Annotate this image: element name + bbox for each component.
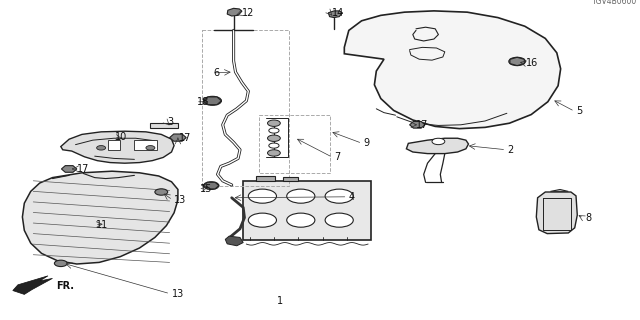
- Circle shape: [155, 189, 168, 195]
- Circle shape: [248, 213, 276, 227]
- Circle shape: [268, 120, 280, 126]
- Circle shape: [269, 128, 279, 133]
- Text: 17: 17: [77, 164, 89, 174]
- Bar: [202, 30, 289, 186]
- Text: 7: 7: [334, 152, 340, 163]
- Text: 18: 18: [197, 97, 209, 107]
- Polygon shape: [328, 11, 342, 18]
- Circle shape: [325, 213, 353, 227]
- Circle shape: [268, 150, 280, 156]
- Text: 17: 17: [179, 133, 191, 143]
- Circle shape: [248, 189, 276, 203]
- Circle shape: [269, 143, 279, 148]
- Polygon shape: [170, 134, 186, 141]
- Polygon shape: [243, 181, 371, 240]
- Text: 17: 17: [416, 120, 428, 130]
- Text: 9: 9: [364, 138, 370, 148]
- Text: 4: 4: [349, 192, 355, 202]
- Text: 12: 12: [242, 8, 254, 19]
- Circle shape: [97, 146, 106, 150]
- Circle shape: [509, 57, 525, 66]
- Text: FR.: FR.: [56, 281, 74, 292]
- Bar: [259, 115, 330, 173]
- Circle shape: [204, 182, 219, 189]
- Polygon shape: [13, 276, 52, 294]
- Text: 15: 15: [200, 184, 212, 195]
- Circle shape: [54, 260, 67, 267]
- Circle shape: [432, 138, 445, 145]
- Circle shape: [287, 189, 315, 203]
- Text: 13: 13: [172, 289, 184, 299]
- Polygon shape: [410, 122, 425, 128]
- Polygon shape: [344, 11, 561, 129]
- Polygon shape: [204, 182, 219, 189]
- Text: 11: 11: [96, 220, 108, 230]
- Polygon shape: [108, 140, 120, 150]
- Polygon shape: [22, 171, 178, 264]
- Circle shape: [325, 189, 353, 203]
- Text: 2: 2: [508, 145, 514, 155]
- Text: 3: 3: [168, 117, 174, 127]
- Polygon shape: [150, 123, 178, 128]
- Polygon shape: [61, 166, 77, 172]
- Polygon shape: [283, 177, 298, 181]
- Polygon shape: [550, 189, 568, 191]
- Polygon shape: [227, 8, 242, 16]
- Polygon shape: [510, 57, 524, 66]
- Polygon shape: [406, 138, 468, 154]
- Polygon shape: [536, 192, 577, 234]
- Text: 13: 13: [174, 195, 186, 205]
- Polygon shape: [204, 97, 221, 105]
- Polygon shape: [61, 131, 174, 163]
- Text: 6: 6: [213, 68, 220, 78]
- Text: 16: 16: [526, 58, 538, 68]
- Text: 8: 8: [585, 213, 591, 223]
- Circle shape: [287, 213, 315, 227]
- Polygon shape: [256, 176, 275, 181]
- Text: 5: 5: [576, 106, 582, 116]
- Text: 14: 14: [332, 8, 344, 19]
- Polygon shape: [225, 236, 243, 246]
- Circle shape: [204, 96, 221, 105]
- Text: TGV4B0600: TGV4B0600: [591, 0, 637, 6]
- Polygon shape: [134, 140, 157, 150]
- Circle shape: [268, 135, 280, 141]
- Text: 1: 1: [276, 296, 283, 307]
- Text: 10: 10: [115, 132, 127, 142]
- Circle shape: [146, 146, 155, 150]
